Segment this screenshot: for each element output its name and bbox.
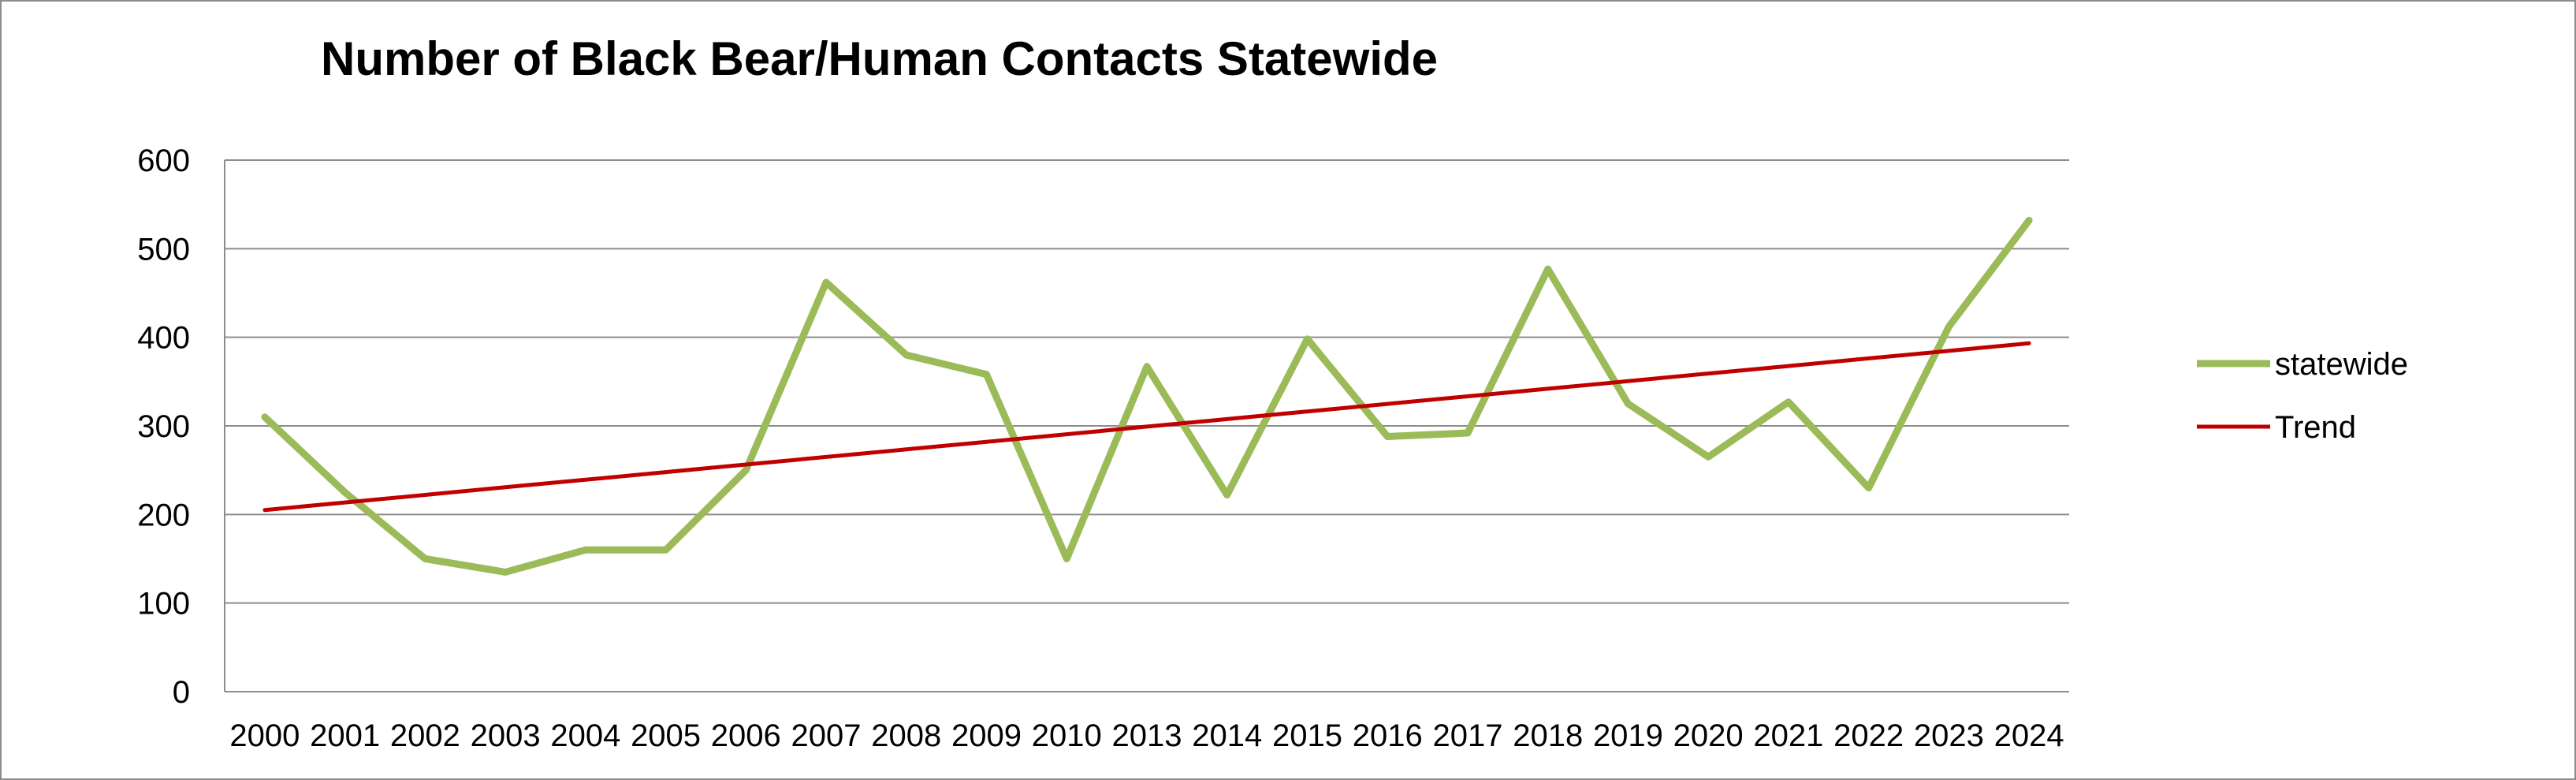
- x-tick-label: 2016: [1353, 718, 1423, 753]
- y-tick-label: 400: [137, 321, 190, 356]
- y-axis-tick-labels: 0 100 200 300 400 500 600: [137, 144, 190, 710]
- x-tick-label: 2018: [1513, 718, 1583, 753]
- x-tick-label: 2001: [310, 718, 380, 753]
- x-tick-label: 2003: [471, 718, 541, 753]
- axes: [224, 160, 2069, 692]
- legend-label: Trend: [2275, 410, 2356, 445]
- y-tick-label: 200: [137, 498, 190, 532]
- chart-title: Number of Black Bear/Human Contacts Stat…: [321, 32, 1438, 85]
- x-tick-label: 2021: [1753, 718, 1823, 753]
- y-tick-label: 500: [137, 232, 190, 267]
- x-tick-label: 2007: [791, 718, 862, 753]
- x-tick-label: 2022: [1833, 718, 1904, 753]
- x-tick-label: 2000: [229, 718, 300, 753]
- gridlines: [225, 159, 2069, 604]
- y-tick-label: 0: [173, 675, 190, 710]
- x-tick-label: 2024: [1994, 718, 2064, 753]
- x-tick-label: 2008: [871, 718, 941, 753]
- y-tick-label: 100: [137, 587, 190, 621]
- x-tick-label: 2019: [1593, 718, 1663, 753]
- x-tick-label: 2005: [631, 718, 701, 753]
- legend-label: statewide: [2275, 347, 2408, 382]
- x-tick-label: 2015: [1272, 718, 1342, 753]
- x-tick-label: 2009: [951, 718, 1022, 753]
- x-tick-label: 2013: [1112, 718, 1182, 753]
- x-tick-label: 2020: [1673, 718, 1744, 753]
- y-tick-label: 600: [137, 144, 190, 178]
- x-tick-label: 2023: [1914, 718, 1984, 753]
- x-tick-label: 2004: [550, 718, 620, 753]
- series-lines: [261, 216, 2033, 576]
- x-tick-label: 2014: [1192, 718, 1262, 753]
- x-tick-label: 2010: [1032, 718, 1102, 753]
- series-line-trend: [262, 341, 2031, 513]
- legend: statewide Trend: [2197, 347, 2408, 445]
- x-tick-label: 2002: [390, 718, 460, 753]
- y-tick-label: 300: [137, 409, 190, 444]
- x-tick-label: 2017: [1432, 718, 1502, 753]
- x-axis-tick-labels: 2000 2001 2002 2003 2004 2005 2006 2007 2008 2009…: [229, 718, 2064, 753]
- series-line-statewide: [261, 216, 2033, 576]
- x-tick-label: 2006: [711, 718, 781, 753]
